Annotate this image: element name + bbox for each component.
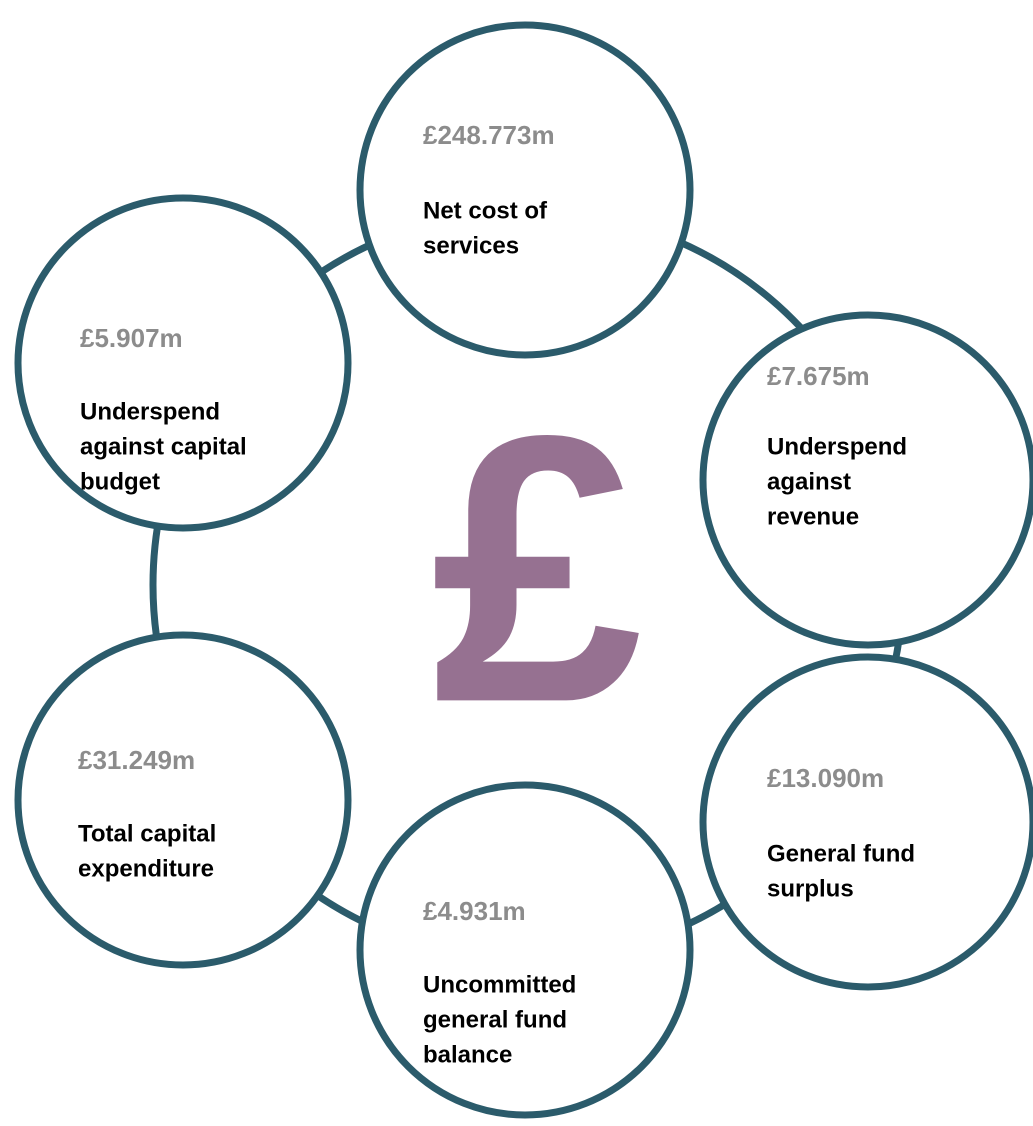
- node-label: Net cost of: [423, 197, 548, 224]
- node-label: expenditure: [78, 855, 214, 882]
- node-label: Total capital: [78, 820, 216, 847]
- node-circle: [14, 631, 352, 969]
- node-label: Underspend: [80, 398, 220, 425]
- node-value: £248.773m: [423, 120, 555, 150]
- node-circle: [699, 311, 1033, 649]
- node-label: Underspend: [767, 433, 907, 460]
- node-value: £13.090m: [767, 763, 884, 793]
- node-label: General fund: [767, 840, 915, 867]
- node-label: against: [767, 468, 851, 495]
- node-label: budget: [80, 468, 160, 495]
- node-circle: [356, 781, 694, 1119]
- node-circle: [14, 194, 352, 532]
- node-label: surplus: [767, 875, 854, 902]
- node-value: £31.249m: [78, 745, 195, 775]
- node-label: general fund: [423, 1006, 567, 1033]
- node-circle: [699, 653, 1033, 991]
- pound-symbol: £: [431, 356, 642, 781]
- node-circle: [356, 21, 694, 359]
- node-label: services: [423, 232, 519, 259]
- node-label: revenue: [767, 503, 859, 530]
- node-label: Uncommitted: [423, 971, 576, 998]
- node-label: against capital: [80, 433, 247, 460]
- node-value: £7.675m: [767, 361, 870, 391]
- node-value: £4.931m: [423, 896, 526, 926]
- node-value: £5.907m: [80, 323, 183, 353]
- node-label: balance: [423, 1041, 512, 1068]
